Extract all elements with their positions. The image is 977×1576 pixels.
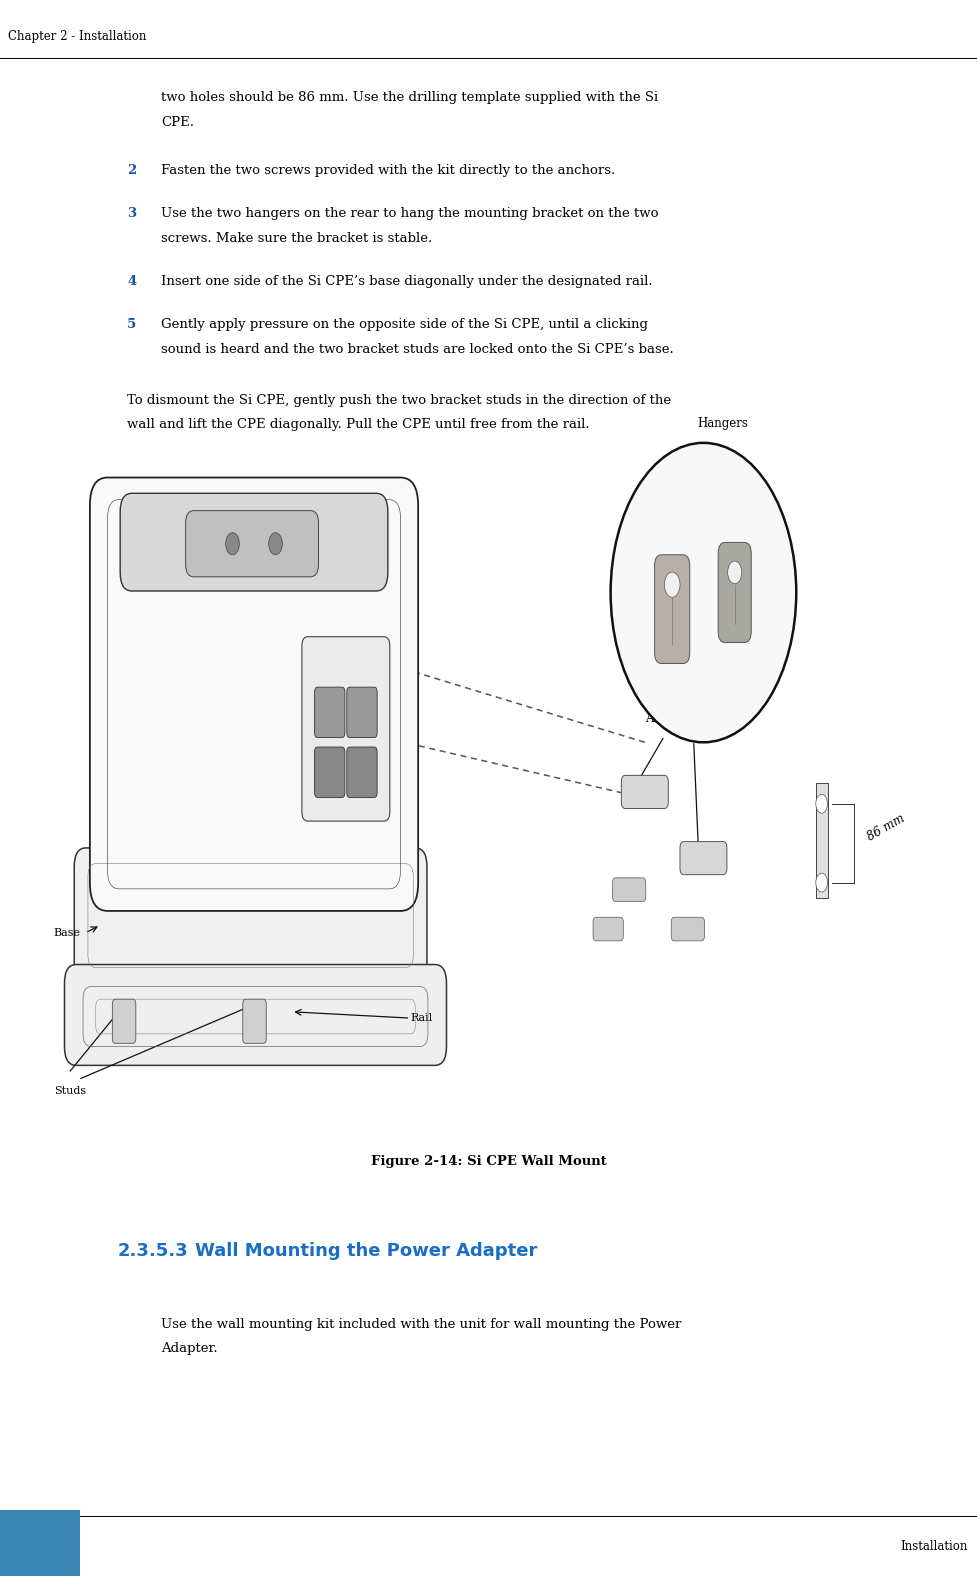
Text: 5: 5 <box>127 318 136 331</box>
Text: sound is heard and the two bracket studs are locked onto the Si CPE’s base.: sound is heard and the two bracket studs… <box>161 342 674 356</box>
FancyBboxPatch shape <box>718 542 751 643</box>
Text: 86 mm: 86 mm <box>865 812 907 843</box>
Circle shape <box>664 572 680 597</box>
FancyBboxPatch shape <box>90 478 418 911</box>
Text: Installation: Installation <box>900 1540 967 1552</box>
Text: Anchors: Anchors <box>645 712 694 725</box>
Text: 46: 46 <box>32 1540 48 1552</box>
Text: 3: 3 <box>127 208 136 221</box>
Text: Base: Base <box>54 928 81 938</box>
Text: two holes should be 86 mm. Use the drilling template supplied with the Si: two holes should be 86 mm. Use the drill… <box>161 91 658 104</box>
FancyBboxPatch shape <box>74 848 427 983</box>
Circle shape <box>611 443 796 742</box>
Bar <box>816 783 828 898</box>
Text: Use the wall mounting kit included with the unit for wall mounting the Power: Use the wall mounting kit included with … <box>161 1318 682 1330</box>
Text: Studs: Studs <box>54 1086 86 1095</box>
Text: 4: 4 <box>127 274 136 288</box>
FancyBboxPatch shape <box>680 842 727 875</box>
FancyBboxPatch shape <box>347 747 377 797</box>
Text: 2: 2 <box>127 164 136 177</box>
FancyBboxPatch shape <box>613 878 646 901</box>
Text: CPE.: CPE. <box>161 117 194 129</box>
Text: 2.3.5.3: 2.3.5.3 <box>117 1242 188 1259</box>
Circle shape <box>226 533 239 555</box>
FancyBboxPatch shape <box>315 687 345 738</box>
Text: Wall Mounting the Power Adapter: Wall Mounting the Power Adapter <box>195 1242 537 1259</box>
FancyBboxPatch shape <box>315 747 345 797</box>
FancyBboxPatch shape <box>655 555 690 663</box>
Text: Adapter.: Adapter. <box>161 1343 218 1355</box>
FancyBboxPatch shape <box>64 965 446 1065</box>
FancyBboxPatch shape <box>302 637 390 821</box>
FancyBboxPatch shape <box>347 687 377 738</box>
FancyBboxPatch shape <box>593 917 623 941</box>
Circle shape <box>816 794 828 813</box>
Text: Hangers: Hangers <box>698 418 748 430</box>
FancyBboxPatch shape <box>243 999 266 1043</box>
FancyBboxPatch shape <box>621 775 668 808</box>
Text: Insert one side of the Si CPE’s base diagonally under the designated rail.: Insert one side of the Si CPE’s base dia… <box>161 274 653 288</box>
FancyBboxPatch shape <box>112 999 136 1043</box>
Text: Use the two hangers on the rear to hang the mounting bracket on the two: Use the two hangers on the rear to hang … <box>161 208 658 221</box>
Circle shape <box>728 561 742 583</box>
FancyBboxPatch shape <box>186 511 319 577</box>
FancyBboxPatch shape <box>671 917 704 941</box>
Text: Chapter 2 - Installation: Chapter 2 - Installation <box>8 30 147 43</box>
Text: Figure 2-14: Si CPE Wall Mount: Figure 2-14: Si CPE Wall Mount <box>370 1155 607 1168</box>
FancyBboxPatch shape <box>120 493 388 591</box>
Text: To dismount the Si CPE, gently push the two bracket studs in the direction of th: To dismount the Si CPE, gently push the … <box>127 394 671 407</box>
Text: Rail: Rail <box>410 1013 433 1023</box>
Text: Gently apply pressure on the opposite side of the Si CPE, until a clicking: Gently apply pressure on the opposite si… <box>161 318 648 331</box>
Text: wall and lift the CPE diagonally. Pull the CPE until free from the rail.: wall and lift the CPE diagonally. Pull t… <box>127 418 590 432</box>
Text: Fasten the two screws provided with the kit directly to the anchors.: Fasten the two screws provided with the … <box>161 164 616 177</box>
Text: screws. Make sure the bracket is stable.: screws. Make sure the bracket is stable. <box>161 232 433 244</box>
Bar <box>0 1510 80 1576</box>
Circle shape <box>816 873 828 892</box>
Circle shape <box>269 533 282 555</box>
